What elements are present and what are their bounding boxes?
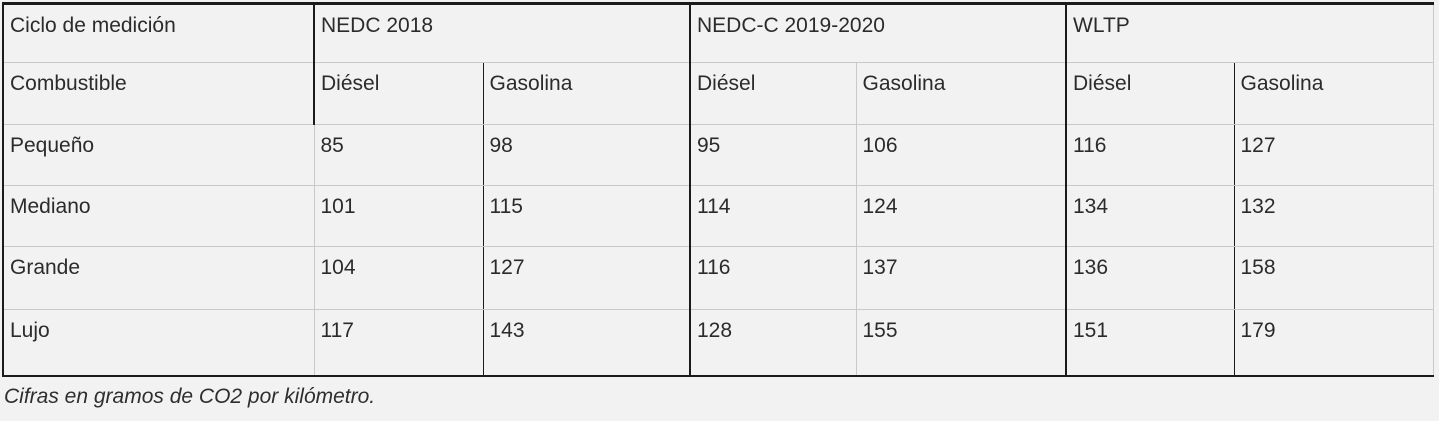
- value-cell: 106: [856, 124, 1067, 186]
- row-label: Lujo: [3, 309, 315, 376]
- value-cell: 128: [690, 309, 857, 376]
- fuel-header-row: Combustible Diésel Gasolina Diésel Gasol…: [3, 62, 1433, 125]
- fuel-column-header: Diésel: [690, 62, 857, 125]
- fuel-column-header: Diésel: [314, 62, 484, 125]
- value-cell: 117: [314, 309, 484, 376]
- value-cell: 136: [1066, 246, 1235, 310]
- fuel-column-header: Diésel: [1066, 62, 1235, 125]
- value-cell: 116: [690, 246, 857, 310]
- value-cell: 151: [1066, 309, 1235, 376]
- row-label: Pequeño: [3, 124, 315, 186]
- column-group-wltp: WLTP: [1066, 3, 1433, 63]
- row-label: Mediano: [3, 185, 315, 247]
- table-row-mediano: Mediano 101 115 114 124 134 132: [3, 185, 1433, 247]
- value-cell: 132: [1234, 185, 1433, 247]
- table-row-lujo: Lujo 117 143 128 155 151 179: [3, 309, 1433, 376]
- value-cell: 134: [1066, 185, 1235, 247]
- table-row-grande: Grande 104 127 116 137 136 158: [3, 246, 1433, 310]
- value-cell: 127: [1234, 124, 1433, 186]
- cycle-row-label: Ciclo de medición: [3, 3, 315, 63]
- row-label: Grande: [3, 246, 315, 310]
- fuel-column-header: Gasolina: [856, 62, 1067, 125]
- value-cell: 115: [483, 185, 691, 247]
- value-cell: 124: [856, 185, 1067, 247]
- table-footnote: Cifras en gramos de CO2 por kilómetro.: [4, 384, 376, 408]
- value-cell: 143: [483, 309, 691, 376]
- value-cell: 101: [314, 185, 484, 247]
- value-cell: 127: [483, 246, 691, 310]
- value-cell: 98: [483, 124, 691, 186]
- value-cell: 179: [1234, 309, 1433, 376]
- column-group-nedc-c-2019-2020: NEDC-C 2019-2020: [690, 3, 1067, 63]
- fuel-column-header: Gasolina: [483, 62, 691, 125]
- fuel-row-label: Combustible: [3, 62, 315, 125]
- value-cell: 155: [856, 309, 1067, 376]
- cycle-header-row: Ciclo de medición NEDC 2018 NEDC-C 2019-…: [3, 3, 1433, 63]
- co2-emissions-table: Ciclo de medición NEDC 2018 NEDC-C 2019-…: [2, 2, 1434, 377]
- value-cell: 85: [314, 124, 484, 186]
- value-cell: 137: [856, 246, 1067, 310]
- column-group-nedc-2018: NEDC 2018: [314, 3, 691, 63]
- value-cell: 95: [690, 124, 857, 186]
- fuel-column-header: Gasolina: [1234, 62, 1433, 125]
- value-cell: 158: [1234, 246, 1433, 310]
- value-cell: 116: [1066, 124, 1235, 186]
- value-cell: 114: [690, 185, 857, 247]
- value-cell: 104: [314, 246, 484, 310]
- table-row-pequeno: Pequeño 85 98 95 106 116 127: [3, 124, 1433, 186]
